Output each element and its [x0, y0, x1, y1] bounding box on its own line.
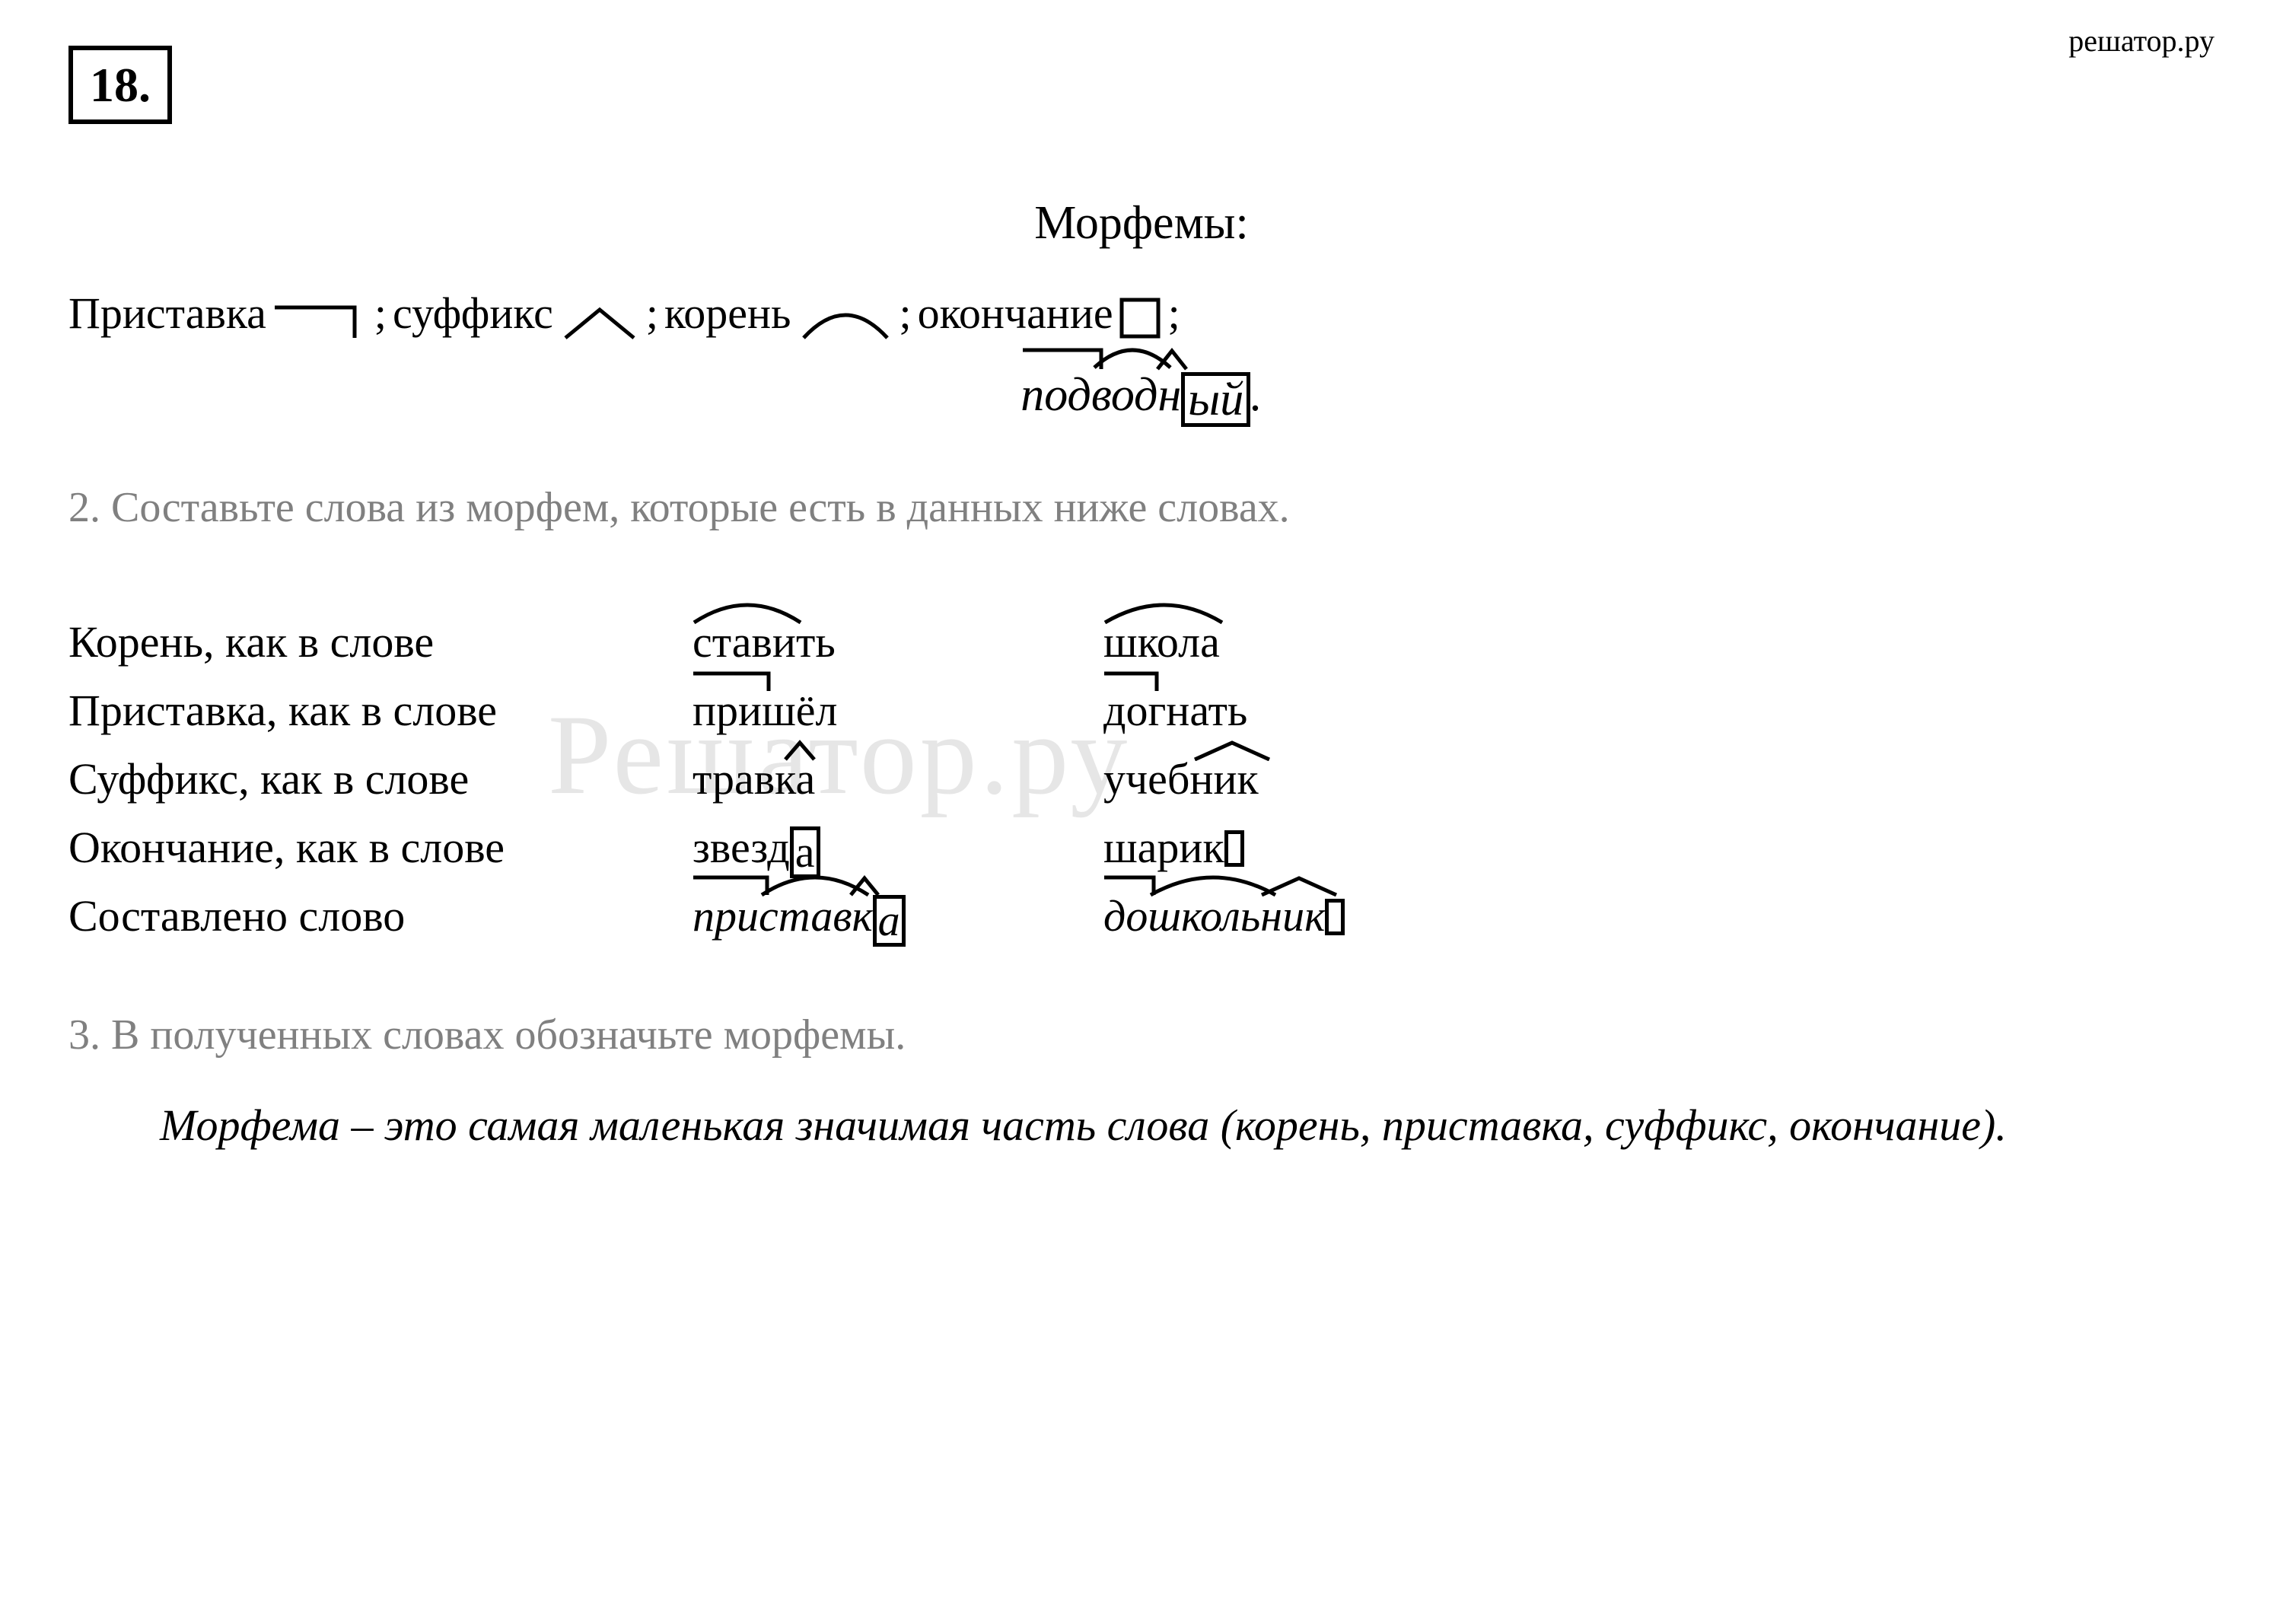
- ending-icon: [1118, 296, 1164, 342]
- root-icon: [796, 304, 895, 342]
- site-label: решатор.ру: [2068, 21, 2215, 61]
- task-3: 3. В полученных словах обозначьте морфем…: [68, 1008, 2215, 1063]
- example-root: вод: [1091, 369, 1158, 421]
- table-col-2: школа догнать учебник шарик: [1103, 612, 1469, 947]
- legend-root: корень ;: [664, 285, 912, 342]
- word-cell: ставить: [693, 612, 1058, 673]
- legend-prefix-label: Приставка: [68, 285, 266, 342]
- legend-prefix: Приставка ;: [68, 285, 387, 342]
- page: Решатор.ру решатор.ру 18. Морфемы: Прист…: [0, 0, 2283, 1624]
- legend-suffix: суффикс ;: [393, 285, 658, 342]
- col1-r5-root: став: [759, 891, 852, 941]
- word-cell: догнать: [1103, 680, 1469, 741]
- legend-ending-label: окончание: [918, 285, 1113, 342]
- task-2: 2. Составьте слова из морфем, которые ес…: [68, 480, 2215, 536]
- sep: ;: [374, 285, 387, 342]
- row-label: Составлено слово: [68, 886, 647, 947]
- example-suffix: н: [1157, 369, 1181, 421]
- sep: ;: [900, 285, 912, 342]
- morpheme-table: Корень, как в слове Приставка, как в сло…: [68, 612, 2215, 947]
- word-cell: школа: [1103, 612, 1469, 673]
- word-cell: звезда: [693, 817, 1058, 878]
- col2-r2: догнать: [1103, 686, 1247, 735]
- col1-r5-end: а: [873, 895, 906, 947]
- col2-r1: школа: [1103, 617, 1220, 667]
- row-label: Суффикс, как в слове: [68, 749, 647, 810]
- definition: Морфема – это самая маленькая значимая ч…: [68, 1094, 2215, 1157]
- col1-r5-suffix: к: [852, 891, 873, 941]
- example-ending: ый: [1181, 372, 1250, 427]
- col1-r1: ставить: [693, 617, 836, 667]
- sep: ;: [646, 285, 658, 342]
- col1-r3: травка: [693, 754, 815, 804]
- word-cell: до школь ник: [1103, 886, 1469, 947]
- col2-r3: учебник: [1103, 754, 1259, 804]
- legend-root-label: корень: [664, 285, 791, 342]
- sep: ;: [1168, 285, 1180, 342]
- col1-r2: пришёл: [693, 686, 837, 735]
- morpheme-legend: Приставка ; суффикс ; корень ; окончание: [68, 285, 2215, 342]
- legend-ending: окончание ;: [918, 285, 1180, 342]
- word-cell: при став к а: [693, 886, 1058, 947]
- legend-suffix-label: суффикс: [393, 285, 553, 342]
- word-cell: пришёл: [693, 680, 1058, 741]
- example-period: .: [1250, 369, 1262, 421]
- row-label: Корень, как в слове: [68, 612, 647, 673]
- word-cell: шарик: [1103, 817, 1469, 878]
- example-prefix: под: [1021, 369, 1091, 421]
- row-label: Окончание, как в слове: [68, 817, 647, 878]
- col2-r5-suffix: ник: [1260, 891, 1325, 941]
- row-label: Приставка, как в слове: [68, 680, 647, 741]
- suffix-icon: [558, 304, 642, 342]
- col2-r5-prefix: до: [1103, 891, 1148, 941]
- exercise-number: 18.: [68, 46, 172, 124]
- word-cell: учебник: [1103, 749, 1469, 810]
- col2-r4-end: [1224, 830, 1244, 867]
- example-word: под вод н ый.: [68, 365, 2215, 427]
- example-word-wrap: под вод н ый.: [1021, 365, 1262, 427]
- table-col-labels: Корень, как в слове Приставка, как в сло…: [68, 612, 647, 947]
- prefix-icon: [271, 304, 370, 342]
- table-col-1: ставить пришёл травка звезда: [693, 612, 1058, 947]
- col1-r5-prefix: при: [693, 891, 759, 941]
- col2-r5-root: школь: [1148, 891, 1260, 941]
- col1-r4-pre: звезд: [693, 823, 790, 872]
- col1-r4-end: а: [790, 826, 820, 878]
- col2-r5-end: [1325, 899, 1345, 935]
- col2-r4-pre: шарик: [1103, 823, 1224, 872]
- word-cell: травка: [693, 749, 1058, 810]
- section-title: Морфемы:: [68, 193, 2215, 254]
